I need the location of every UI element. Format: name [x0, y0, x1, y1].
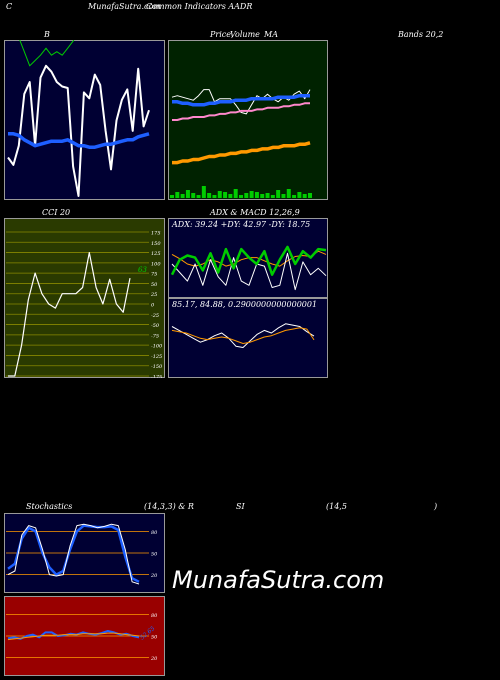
volume-bar: [239, 195, 243, 198]
volume-bar: [185, 190, 190, 198]
stoch-tick-label: 80: [151, 530, 158, 536]
adx-chart: [168, 218, 328, 298]
cci-tick-label: -150: [151, 364, 163, 370]
volume-bar: [276, 190, 281, 198]
cci-tick-label: -175: [151, 375, 162, 379]
rsi-ma-line: [7, 632, 140, 641]
ma-title: MA: [264, 30, 278, 39]
volume-bar: [270, 195, 275, 198]
macd-chart: [168, 298, 328, 378]
upper-band-line: [19, 40, 75, 67]
rsi-tick-label: 80: [151, 613, 158, 619]
stoch-tick-label: 50: [151, 552, 158, 558]
cci-tick-label: 75: [151, 272, 157, 278]
rsi-params: (14,5: [326, 502, 347, 511]
ma-50-line: [172, 102, 310, 121]
price-ma-chart: [168, 40, 328, 200]
cci-tick-label: 175: [151, 231, 161, 237]
ma-200-line: [172, 141, 311, 165]
minus-di-line: [171, 252, 327, 291]
volume-bar: [201, 186, 206, 198]
cci-title: CCI 20: [42, 208, 71, 217]
volume-bar: [265, 193, 270, 198]
bands-right-title: Bands 20,2: [398, 30, 444, 39]
cci-tick-label: -125: [151, 354, 162, 360]
bands-title: B: [44, 30, 50, 39]
price-line: [7, 64, 150, 197]
volume-bar: [228, 194, 233, 198]
adx-title: ADX & MACD 12,26,9: [210, 208, 300, 217]
cci-tick-label: 125: [151, 251, 161, 257]
volume-bar: [175, 192, 180, 198]
cci-tick-label: 25: [150, 292, 157, 298]
volume-bar: [308, 193, 312, 198]
volume-bar: [244, 193, 249, 198]
cci-line: [8, 251, 131, 377]
volume-bar: [217, 191, 222, 198]
cci-chart: 175 150 125 100 75 50 25 0 -25 -50 -75 -100 -125 -150…: [4, 218, 165, 378]
cci-tick-label: 50: [151, 282, 158, 288]
volume-title: Volume: [230, 30, 260, 39]
volume-bar: [286, 189, 291, 198]
volume-bar: [212, 195, 217, 198]
stoch-params: (14,3,3) & R: [144, 502, 194, 511]
panel-background: [4, 218, 165, 378]
volume-bar: [254, 192, 259, 198]
volume-bar: [223, 192, 228, 198]
volume-bar: [297, 192, 302, 198]
cci-tick-label: -100: [151, 344, 163, 350]
stochastics-chart: 80 50 20: [4, 513, 165, 593]
signal-line: [171, 327, 315, 344]
volume-bar: [260, 194, 265, 198]
cci-tick-label: -25: [151, 313, 159, 319]
ma-20-line: [172, 93, 310, 107]
rsi-title: SI: [236, 502, 245, 511]
macd-line: [171, 323, 315, 348]
stoch-title: Stochastics: [26, 502, 73, 511]
bollinger-chart: [4, 40, 165, 200]
panel-background: [168, 298, 328, 378]
volume-bar: [170, 195, 174, 198]
cci-tick-label: -75: [151, 333, 159, 339]
adx-values: ADX: 39.24 +DY: 42.97 -DY: 18.75: [172, 220, 311, 229]
watermark: MunafaSutra.com: [172, 566, 385, 594]
cci-last-label: 63: [138, 266, 147, 274]
cci-tick-label: 100: [151, 261, 161, 267]
volume-bar: [249, 191, 254, 198]
rsi-tick-label: 20: [150, 656, 158, 662]
volume-bar: [233, 189, 238, 198]
stoch-tick-label: 20: [150, 573, 158, 579]
corner-label: C: [6, 2, 13, 11]
volume-bar: [292, 195, 297, 198]
price-title: Price,: [210, 30, 234, 39]
volume-bar: [207, 193, 212, 198]
rsi-params-close: ): [434, 502, 438, 511]
panel-background: [168, 40, 328, 200]
middle-band-line: [8, 132, 150, 149]
volume-bar: [302, 194, 307, 198]
stoch-k-line: [7, 523, 140, 585]
volume-bar: [281, 194, 286, 198]
plus-di-line: [170, 245, 327, 276]
volume-bar: [191, 193, 196, 198]
volume-bar: [196, 195, 201, 198]
page-title: Common Indicators AADR: [146, 2, 253, 11]
panel-background: [4, 40, 165, 200]
volume-bar: [180, 194, 185, 198]
price-line: [171, 89, 311, 115]
cci-tick-label: 0: [151, 303, 155, 309]
rsi-tick-label: 50: [151, 635, 158, 641]
cci-tick-label: -50: [151, 323, 160, 329]
stoch-d-line: [7, 524, 140, 583]
site-name[interactable]: MunafaSutra.com: [88, 2, 161, 11]
macd-values: 85.17, 84.88, 0.2900000000000001: [172, 300, 318, 309]
cci-tick-label: 150: [151, 241, 161, 247]
